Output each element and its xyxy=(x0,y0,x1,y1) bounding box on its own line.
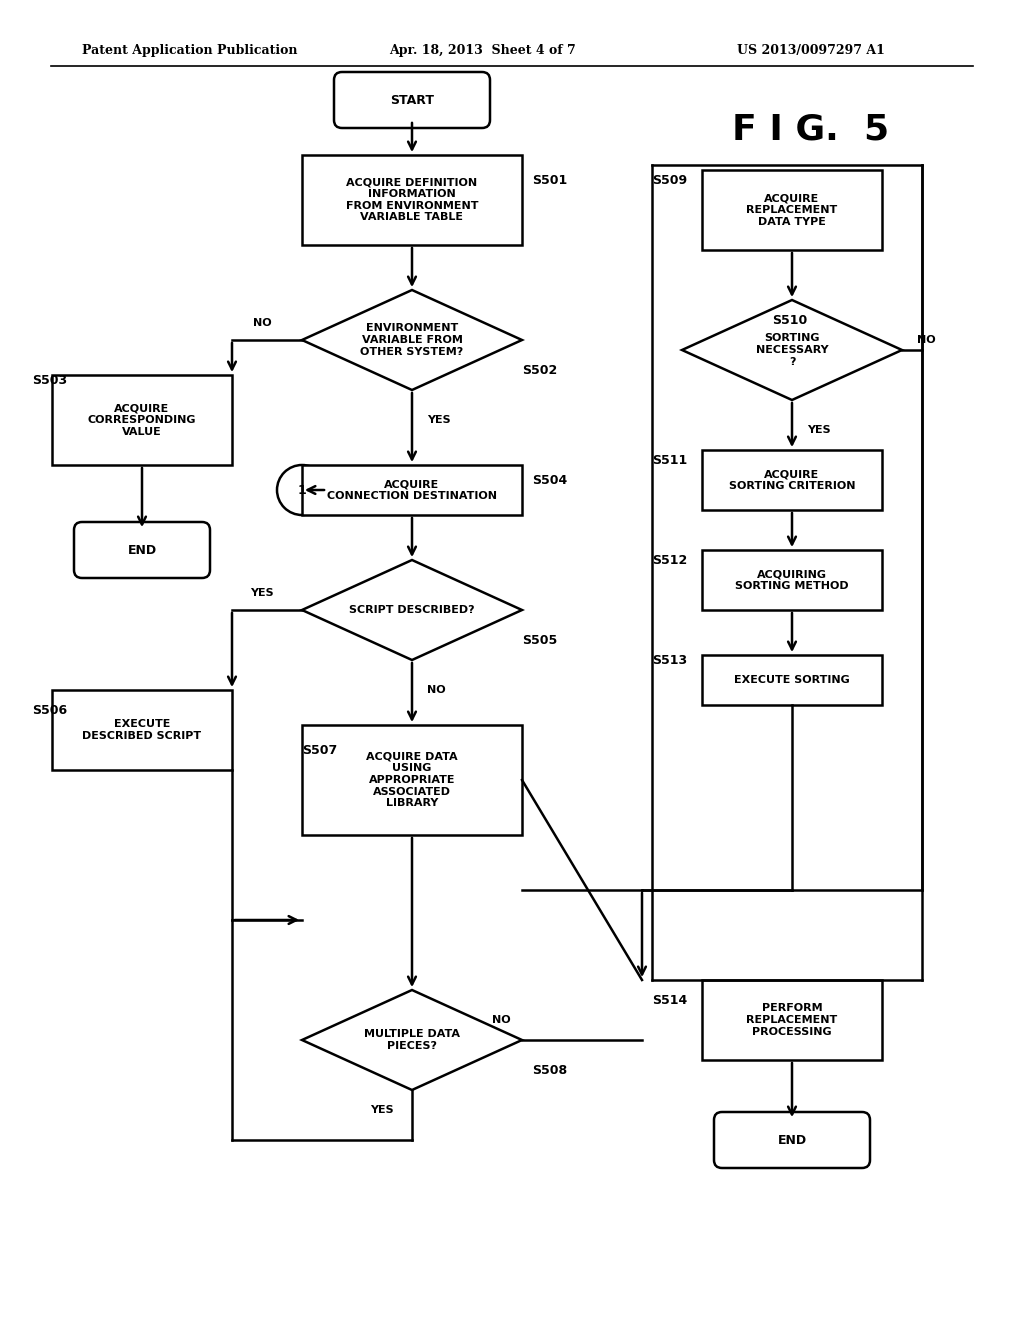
Bar xyxy=(702,550,882,610)
FancyBboxPatch shape xyxy=(714,1111,870,1168)
FancyBboxPatch shape xyxy=(74,521,210,578)
Text: ACQUIRING
SORTING METHOD: ACQUIRING SORTING METHOD xyxy=(735,569,849,591)
Text: ACQUIRE
CONNECTION DESTINATION: ACQUIRE CONNECTION DESTINATION xyxy=(327,479,497,500)
Polygon shape xyxy=(302,990,522,1090)
Text: Patent Application Publication: Patent Application Publication xyxy=(82,44,297,57)
FancyBboxPatch shape xyxy=(334,73,490,128)
Text: S512: S512 xyxy=(652,553,687,566)
Text: END: END xyxy=(777,1134,807,1147)
Text: S508: S508 xyxy=(532,1064,567,1077)
Polygon shape xyxy=(302,290,522,389)
Text: S505: S505 xyxy=(522,634,557,647)
Text: S511: S511 xyxy=(652,454,687,466)
Polygon shape xyxy=(682,300,902,400)
Bar xyxy=(702,170,882,249)
Text: 1: 1 xyxy=(298,483,306,496)
Text: SORTING
NECESSARY
?: SORTING NECESSARY ? xyxy=(756,334,828,367)
Text: ACQUIRE
REPLACEMENT
DATA TYPE: ACQUIRE REPLACEMENT DATA TYPE xyxy=(746,194,838,227)
Bar xyxy=(302,154,522,246)
Text: NO: NO xyxy=(918,335,936,345)
Text: PERFORM
REPLACEMENT
PROCESSING: PERFORM REPLACEMENT PROCESSING xyxy=(746,1003,838,1036)
Bar xyxy=(702,655,882,705)
Text: S510: S510 xyxy=(772,314,807,326)
Text: S502: S502 xyxy=(522,363,557,376)
Text: NO: NO xyxy=(253,318,271,327)
Text: S513: S513 xyxy=(652,653,687,667)
Bar xyxy=(702,979,882,1060)
Bar xyxy=(52,690,232,770)
Text: END: END xyxy=(127,544,157,557)
Text: S507: S507 xyxy=(302,743,337,756)
Text: YES: YES xyxy=(427,414,451,425)
Text: ACQUIRE DATA
USING
APPROPRIATE
ASSOCIATED
LIBRARY: ACQUIRE DATA USING APPROPRIATE ASSOCIATE… xyxy=(367,752,458,808)
Bar xyxy=(52,375,232,465)
Text: MULTIPLE DATA
PIECES?: MULTIPLE DATA PIECES? xyxy=(364,1030,460,1051)
Bar xyxy=(702,450,882,510)
Text: S503: S503 xyxy=(32,374,68,387)
Text: YES: YES xyxy=(371,1105,394,1115)
Text: YES: YES xyxy=(807,425,830,436)
Text: S506: S506 xyxy=(32,704,68,717)
Text: START: START xyxy=(390,94,434,107)
Text: EXECUTE
DESCRIBED SCRIPT: EXECUTE DESCRIBED SCRIPT xyxy=(83,719,202,741)
Circle shape xyxy=(278,465,327,515)
Text: F I G.  5: F I G. 5 xyxy=(732,114,889,147)
Text: US 2013/0097297 A1: US 2013/0097297 A1 xyxy=(737,44,885,57)
Bar xyxy=(302,725,522,836)
Text: EXECUTE SORTING: EXECUTE SORTING xyxy=(734,675,850,685)
Text: NO: NO xyxy=(427,685,445,696)
Text: S509: S509 xyxy=(652,173,687,186)
Text: S504: S504 xyxy=(532,474,567,487)
Text: ACQUIRE DEFINITION
INFORMATION
FROM ENVIRONMENT
VARIABLE TABLE: ACQUIRE DEFINITION INFORMATION FROM ENVI… xyxy=(346,178,478,222)
Text: Apr. 18, 2013  Sheet 4 of 7: Apr. 18, 2013 Sheet 4 of 7 xyxy=(389,44,575,57)
Bar xyxy=(302,465,522,515)
Text: ACQUIRE
SORTING CRITERION: ACQUIRE SORTING CRITERION xyxy=(729,469,855,491)
Text: NO: NO xyxy=(492,1015,511,1026)
Text: SCRIPT DESCRIBED?: SCRIPT DESCRIBED? xyxy=(349,605,475,615)
Polygon shape xyxy=(302,560,522,660)
Text: S501: S501 xyxy=(532,173,567,186)
Text: YES: YES xyxy=(250,587,273,598)
Text: ACQUIRE
CORRESPONDING
VALUE: ACQUIRE CORRESPONDING VALUE xyxy=(88,404,197,437)
Text: S514: S514 xyxy=(652,994,687,1006)
Text: ENVIRONMENT
VARIABLE FROM
OTHER SYSTEM?: ENVIRONMENT VARIABLE FROM OTHER SYSTEM? xyxy=(360,323,464,356)
